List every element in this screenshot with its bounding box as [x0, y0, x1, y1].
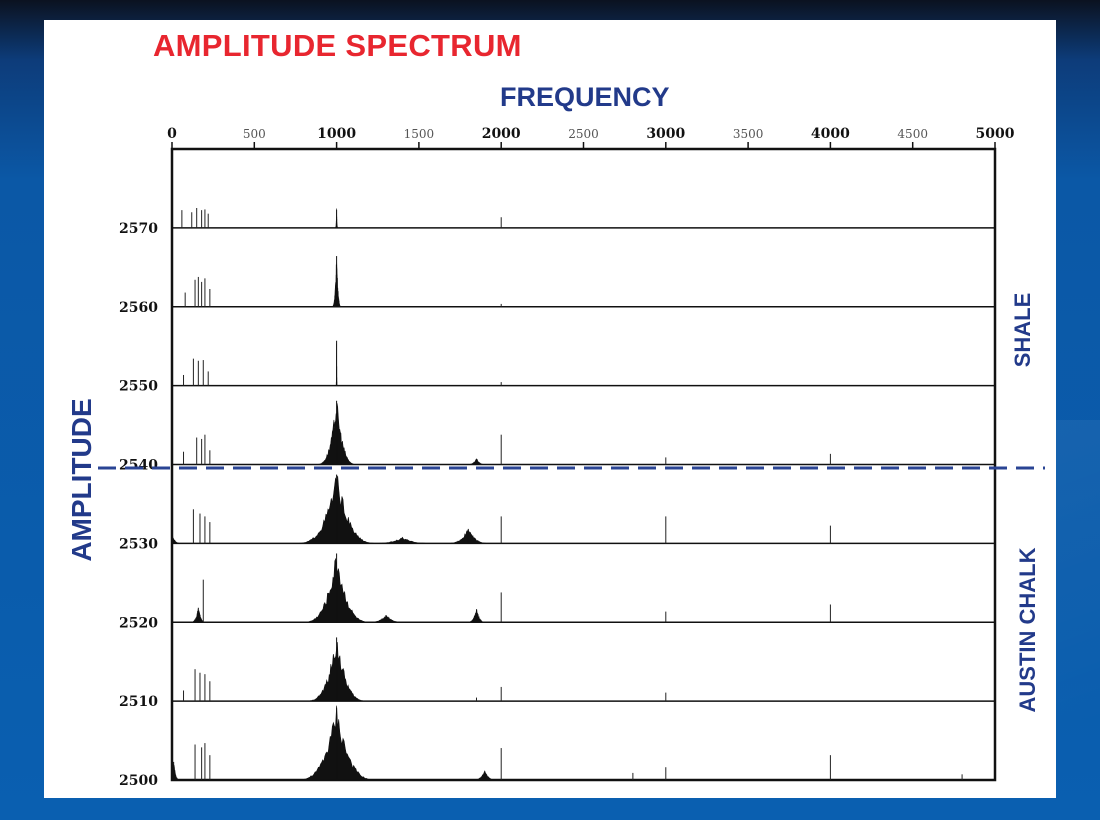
depth-label: 2500	[119, 773, 158, 789]
depth-label: 2550	[119, 379, 158, 395]
depth-label: 2540	[119, 458, 158, 474]
x-tick-label: 2500	[568, 127, 599, 141]
x-tick-label: 3000	[646, 126, 685, 142]
x-tick-label: 1000	[317, 126, 356, 142]
depth-label: 2510	[119, 694, 158, 710]
x-axis-ticks: 0 500 1000 1500 2000 2500 3000 3500 4000 4500 5000	[167, 126, 1015, 149]
x-tick-label: 2000	[482, 126, 521, 142]
depth-label: 2560	[119, 300, 158, 316]
spectrum-trace-2500: 2500	[119, 705, 995, 789]
depth-label: 2520	[119, 615, 158, 631]
spectrum-traces: 2570 2560 2550 2540 2530 2520 2510 2500	[119, 207, 995, 789]
spectrum-trace-2540: 2540	[119, 400, 995, 474]
spectrum-trace-2520: 2520	[119, 553, 995, 631]
y-axis-label: AMPLITUDE	[66, 398, 97, 562]
spectral-lobe	[171, 534, 183, 544]
depth-label: 2570	[119, 221, 158, 237]
spectrum-trace-2560: 2560	[119, 256, 995, 316]
x-tick-label: 0	[167, 126, 177, 142]
depth-label: 2530	[119, 536, 158, 552]
x-tick-label: 3500	[733, 127, 764, 141]
zone-label-austin-chalk: AUSTIN CHALK	[1015, 547, 1040, 713]
x-axis-label: FREQUENCY	[500, 82, 670, 112]
spectrum-trace-2570: 2570	[119, 207, 995, 237]
zone-label-shale: SHALE	[1010, 292, 1035, 368]
chart-title: AMPLITUDE SPECTRUM	[153, 28, 522, 63]
spectrum-trace-2550: 2550	[119, 340, 995, 395]
x-tick-label: 4500	[897, 127, 928, 141]
x-tick-label: 500	[243, 127, 266, 141]
spectrum-trace-2510: 2510	[119, 637, 995, 710]
x-tick-label: 1500	[404, 127, 435, 141]
x-tick-label: 5000	[976, 126, 1015, 142]
x-tick-label: 4000	[811, 126, 850, 142]
spectrum-trace-2530: 2530	[119, 474, 995, 552]
